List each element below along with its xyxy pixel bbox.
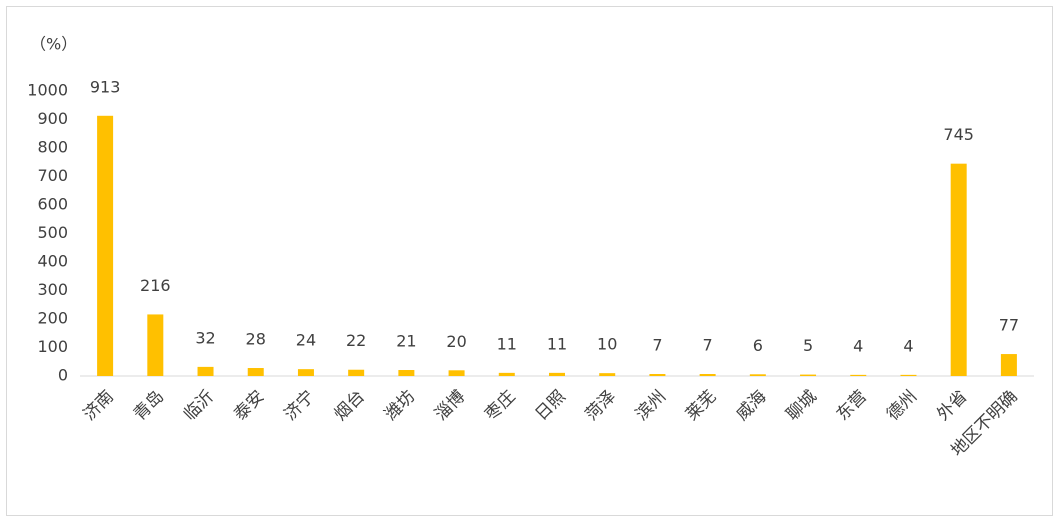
bar	[1000, 354, 1017, 376]
data-label: 11	[497, 334, 517, 353]
data-label: 11	[547, 334, 567, 353]
bar	[549, 372, 565, 376]
data-label: 216	[140, 276, 171, 295]
y-tick-label: 600	[37, 195, 68, 214]
bar	[297, 369, 314, 376]
y-tick-label: 700	[37, 166, 68, 185]
data-label: 28	[246, 330, 266, 349]
bar	[850, 374, 867, 376]
bar	[147, 314, 164, 376]
data-label: 7	[652, 336, 662, 355]
data-label: 5	[803, 336, 813, 355]
bar	[97, 115, 114, 377]
data-label: 22	[346, 331, 366, 350]
data-label: 7	[703, 336, 713, 355]
bar	[348, 369, 365, 376]
data-label: 20	[446, 332, 466, 351]
bar	[649, 374, 666, 376]
bar	[900, 374, 917, 376]
y-tick-label: 400	[37, 252, 68, 271]
bar	[498, 372, 515, 376]
data-label: 77	[999, 316, 1019, 335]
bar	[448, 370, 465, 376]
y-tick-label: 800	[37, 138, 68, 157]
y-tick-label: 900	[37, 109, 68, 128]
data-label: 24	[296, 331, 316, 350]
y-tick-label: 100	[37, 337, 68, 356]
y-tick-label: 0	[58, 366, 68, 385]
bar	[950, 163, 967, 376]
data-label: 745	[943, 125, 974, 144]
bar	[699, 374, 716, 376]
bar	[800, 374, 817, 376]
chart-border	[6, 6, 1053, 516]
data-label: 21	[396, 332, 416, 351]
y-tick-label: 1000	[27, 81, 68, 100]
data-label: 4	[853, 336, 863, 355]
data-label: 913	[90, 77, 121, 96]
y-tick-label: 500	[37, 223, 68, 242]
bar	[247, 368, 264, 376]
data-label: 4	[903, 336, 913, 355]
y-tick-label: 300	[37, 280, 68, 299]
bar	[749, 374, 766, 376]
y-axis-label: （%）	[30, 35, 77, 54]
bar	[599, 373, 616, 376]
data-label: 10	[597, 335, 617, 354]
data-label: 6	[753, 336, 763, 355]
data-label: 32	[195, 328, 215, 347]
bar	[398, 370, 415, 376]
bar	[197, 366, 214, 376]
y-tick-label: 200	[37, 309, 68, 328]
